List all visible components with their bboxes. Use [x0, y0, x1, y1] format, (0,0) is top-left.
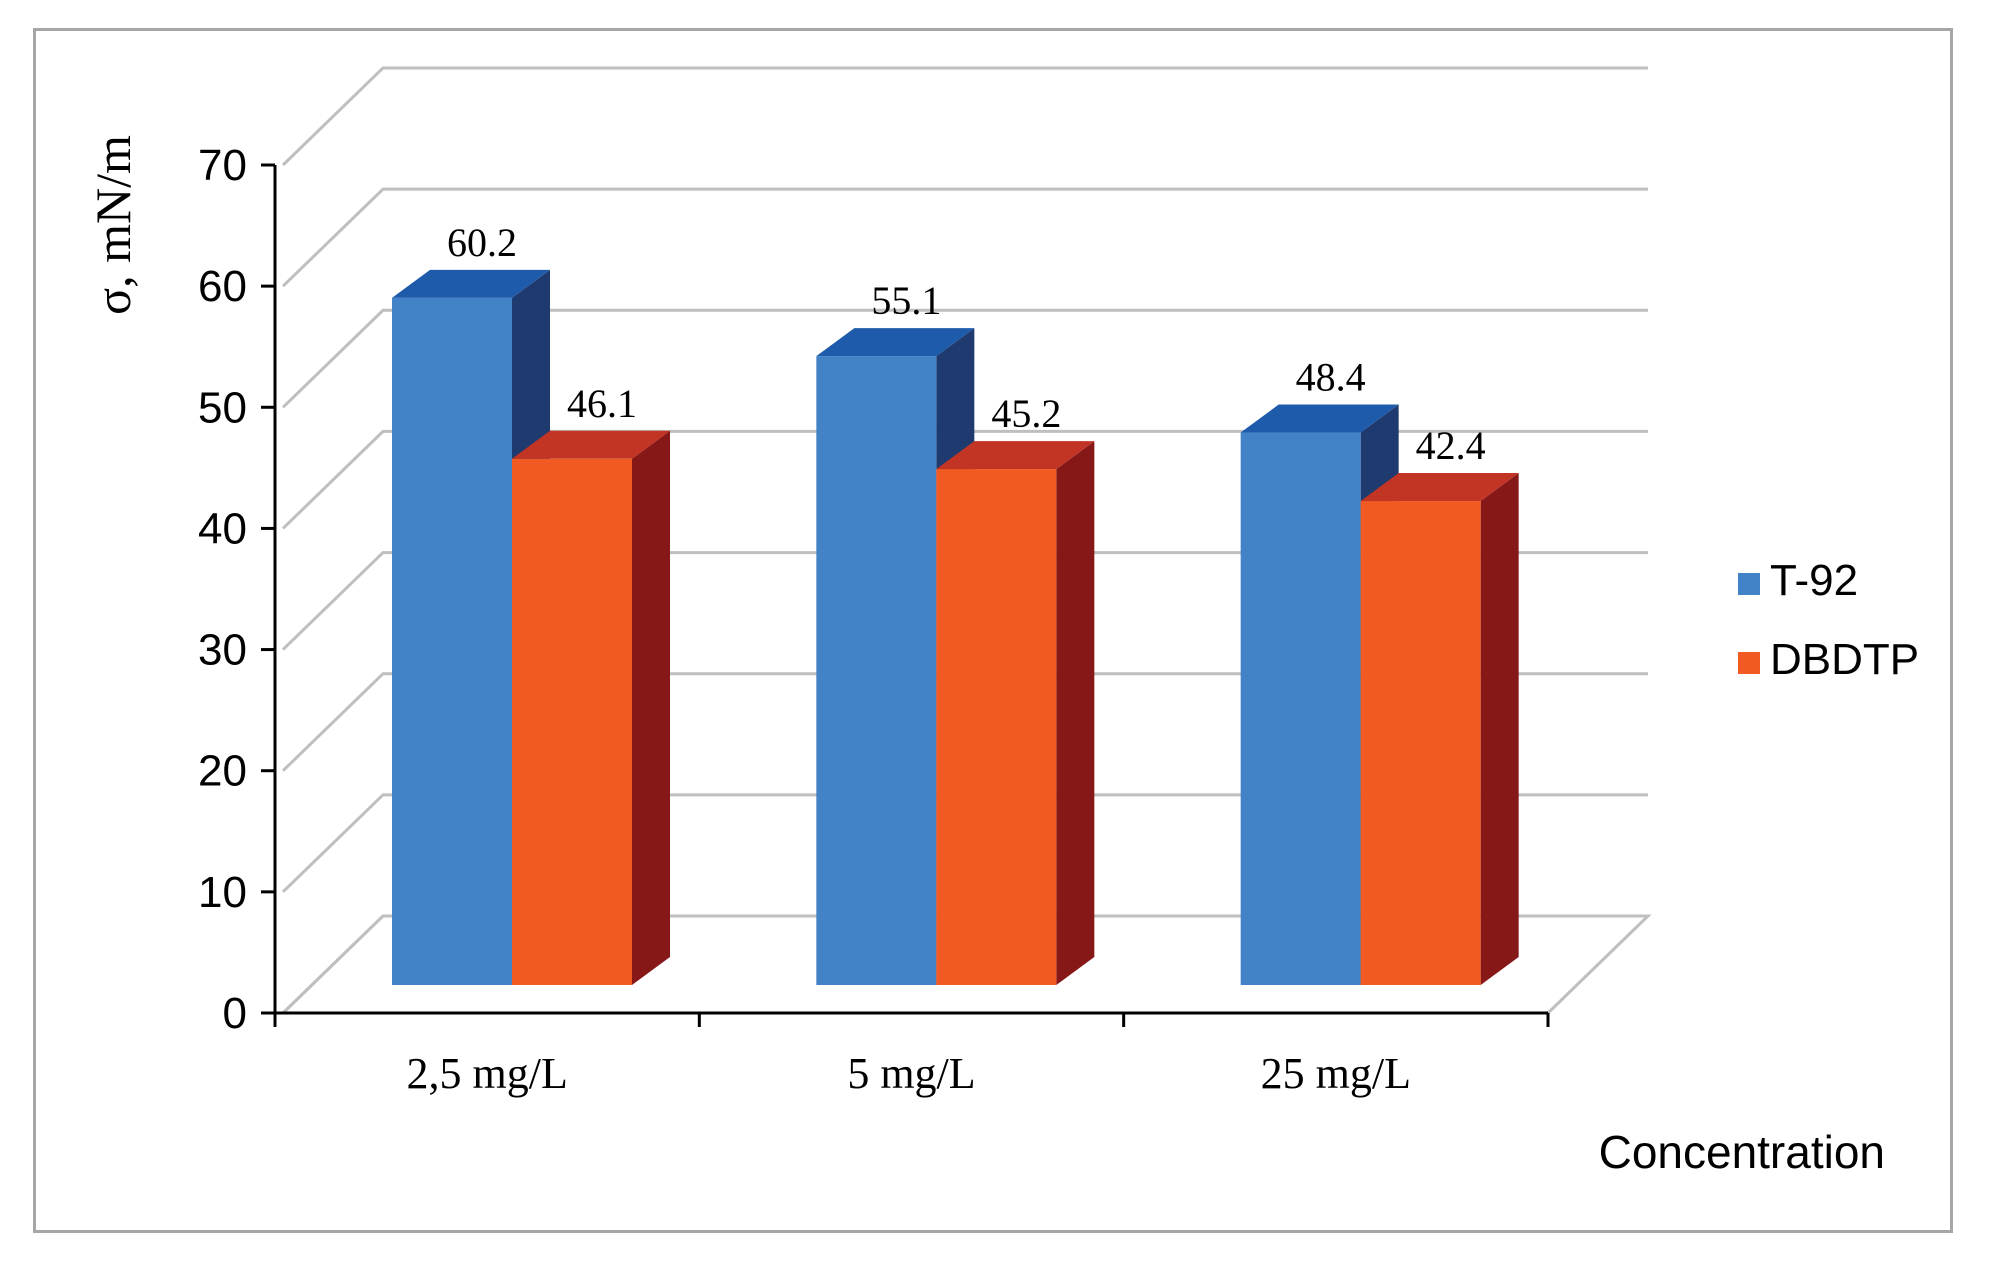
bar-front-face: [1240, 432, 1361, 985]
legend-swatch: [1738, 573, 1760, 595]
bar-dbdtp: [936, 441, 1095, 986]
bar-front-face: [936, 469, 1057, 986]
y-tick-labels: 0 10 20 30 40 50 60 70: [198, 141, 247, 1038]
y-tick-label: 40: [198, 504, 247, 553]
legend-label: T-92: [1770, 556, 1858, 605]
gridline: [281, 66, 1648, 167]
gridline: [281, 429, 1648, 530]
data-label: 48.4: [1296, 355, 1366, 400]
data-label: 46.1: [567, 381, 637, 426]
bar-side-face: [1480, 473, 1519, 985]
x-tick-label: 2,5 mg/L: [407, 1049, 568, 1098]
data-label: 42.4: [1416, 423, 1486, 468]
x-axis-label: Concentration: [1599, 1126, 1885, 1178]
y-tick-label: 30: [198, 626, 247, 675]
y-tick-label: 10: [198, 868, 247, 917]
y-tick-label: 60: [198, 262, 247, 311]
gridline: [281, 308, 1648, 409]
gridline: [281, 793, 1648, 893]
bar-top-face: [936, 441, 1095, 470]
bar-front-face: [816, 356, 937, 985]
data-label: 45.2: [991, 391, 1061, 436]
bars: [392, 269, 1519, 986]
bar-top-face: [392, 269, 550, 298]
y-tick-label: 70: [198, 141, 247, 190]
x-tick-label: 5 mg/L: [847, 1049, 975, 1098]
data-label: 55.1: [871, 278, 941, 323]
legend-label: DBDTP: [1770, 635, 1919, 684]
legend-swatch: [1738, 652, 1760, 674]
x-tick-label: 25 mg/L: [1261, 1049, 1411, 1098]
bar-dbdtp: [1360, 473, 1519, 985]
bar-front-face: [1360, 501, 1481, 985]
bar-dbdtp: [512, 430, 670, 985]
bar-front-face: [512, 458, 632, 985]
y-tick-label: 50: [198, 383, 247, 432]
gridline: [281, 914, 1648, 1015]
gridlines: [281, 66, 1648, 1015]
gridline: [281, 672, 1648, 772]
data-label: 60.2: [447, 220, 517, 265]
bar-front-face: [392, 297, 512, 985]
gridline: [281, 187, 1648, 288]
x-tick-labels: 2,5 mg/L 5 mg/L 25 mg/L: [407, 1049, 1411, 1098]
data-labels: 60.2 46.1 55.1 45.2 48.4 42.4: [447, 220, 1486, 468]
bar-top-face: [816, 328, 975, 357]
bar-side-face: [1056, 441, 1095, 986]
y-tick-label: 0: [223, 989, 247, 1038]
bar-side-face: [632, 430, 670, 985]
axes: [261, 163, 1550, 1027]
bar-top-face: [1360, 473, 1519, 502]
y-tick-label: 20: [198, 747, 247, 796]
bar-top-face: [512, 430, 670, 459]
bar-top-face: [1240, 404, 1399, 433]
legend: T-92 DBDTP: [1738, 556, 1919, 684]
gridline: [281, 551, 1648, 651]
y-axis-label: σ, mN/m: [85, 135, 141, 315]
